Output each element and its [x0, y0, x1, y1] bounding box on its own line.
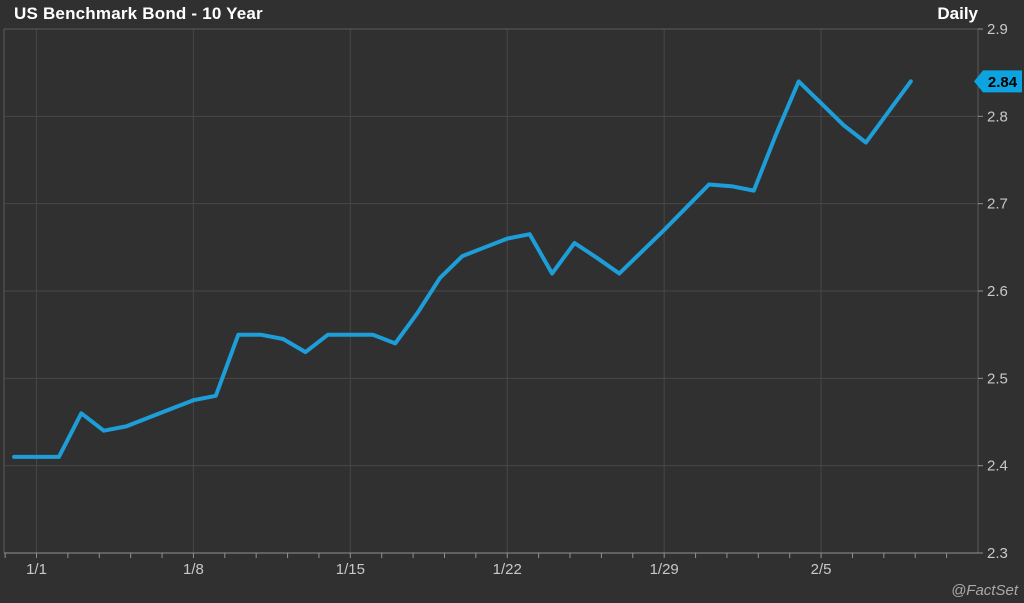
frequency-label: Daily: [937, 4, 978, 23]
x-tick-label: 1/22: [493, 561, 522, 578]
y-tick-label: 2.8: [987, 108, 1008, 125]
gridlines: [4, 29, 978, 553]
x-tick-label: 2/5: [811, 561, 832, 578]
x-axis-labels: 1/1 1/8 1/15 1/22 1/29 2/5: [26, 561, 831, 578]
factset-watermark: @FactSet: [951, 582, 1018, 599]
yield-line: [12, 79, 913, 459]
y-tick-label: 2.4: [987, 458, 1008, 475]
x-tick-label: 1/15: [336, 561, 365, 578]
y-tick-label: 2.3: [987, 545, 1008, 562]
x-tick-label: 1/8: [183, 561, 204, 578]
y-tick-label: 2.9: [987, 21, 1008, 38]
x-axis-minor-ticks: [4, 553, 948, 558]
last-value-badge: 2.84: [974, 70, 1022, 93]
x-tick-label: 1/1: [26, 561, 47, 578]
x-tick-label: 1/29: [650, 561, 679, 578]
y-tick-label: 2.6: [987, 283, 1008, 300]
chart-title: US Benchmark Bond - 10 Year: [14, 4, 263, 23]
y-tick-label: 2.5: [987, 370, 1008, 387]
y-axis-labels: 2.9 2.8 2.7 2.6 2.5 2.4 2.3: [978, 21, 1008, 562]
last-value-label: 2.84: [988, 74, 1018, 91]
y-tick-label: 2.7: [987, 196, 1008, 213]
